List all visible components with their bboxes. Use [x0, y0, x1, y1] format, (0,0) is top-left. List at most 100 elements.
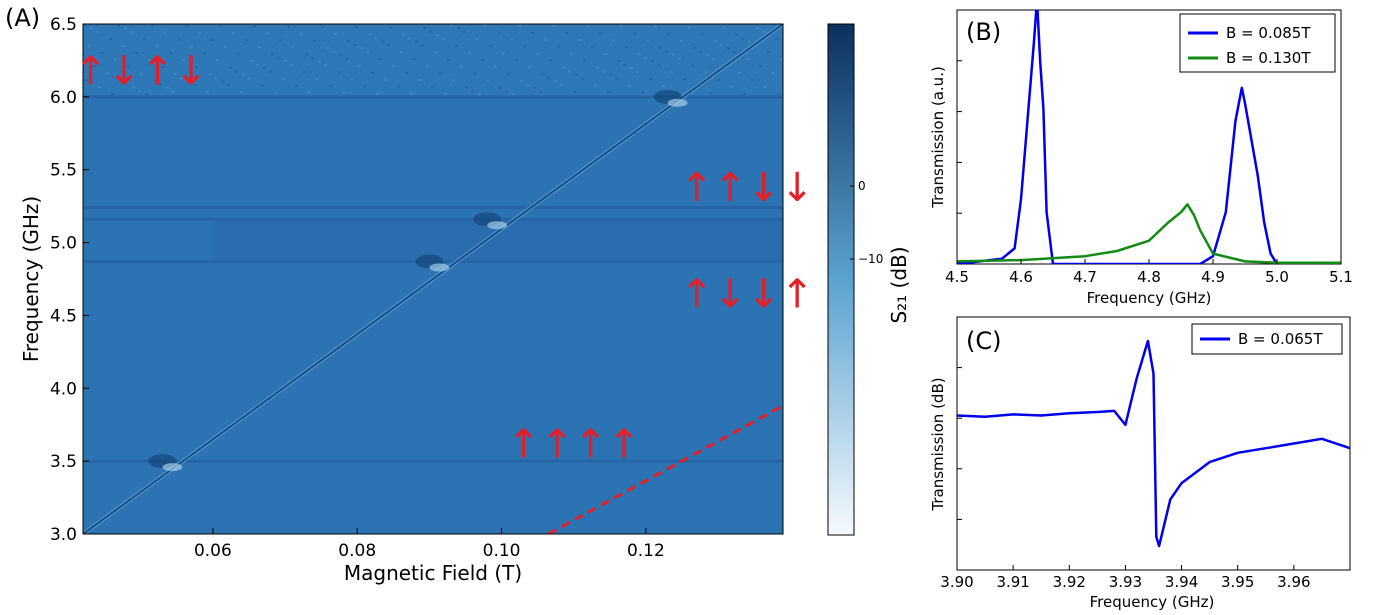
- noise-speckle: [562, 66, 565, 69]
- noise-speckle: [659, 46, 662, 49]
- noise-speckle: [484, 24, 487, 27]
- noise-speckle: [198, 31, 201, 34]
- noise-speckle: [261, 84, 264, 87]
- noise-speckle: [143, 38, 146, 41]
- noise-speckle: [746, 58, 749, 61]
- noise-speckle: [557, 45, 560, 48]
- noise-speckle: [405, 72, 408, 74]
- noise-speckle: [481, 58, 484, 61]
- panel-label-a: (A): [5, 4, 40, 32]
- noise-speckle: [242, 73, 245, 76]
- noise-speckle: [452, 79, 455, 82]
- noise-speckle: [311, 57, 314, 60]
- dispersive-feature-line: [83, 459, 783, 463]
- noise-speckle: [371, 71, 374, 74]
- noise-speckle: [429, 30, 432, 33]
- noise-speckle: [743, 92, 746, 95]
- noise-speckle: [132, 86, 135, 89]
- noise-speckle: [560, 84, 563, 87]
- noise-speckle: [612, 39, 615, 42]
- dispersive-feature-line: [83, 206, 783, 210]
- heatmap-frame: [82, 23, 784, 535]
- noise-speckle: [334, 33, 337, 35]
- noise-speckle: [667, 32, 670, 35]
- noise-speckle: [387, 44, 390, 47]
- noise-speckle: [258, 46, 261, 49]
- spin-label: ↑↓↓↑: [680, 272, 814, 318]
- noise-speckle: [313, 39, 316, 42]
- noise-speckle: [303, 71, 306, 74]
- noise-speckle: [578, 39, 581, 41]
- noise-speckle: [316, 78, 319, 81]
- panel-c-xtick-label: 3.95: [1221, 573, 1254, 591]
- noise-speckle: [442, 37, 445, 40]
- noise-speckle: [733, 51, 736, 54]
- noise-speckle: [741, 37, 744, 40]
- noise-speckle: [180, 77, 183, 79]
- noise-speckle: [636, 71, 639, 73]
- noise-speckle: [720, 44, 723, 47]
- noise-speckle: [148, 59, 151, 61]
- noise-speckle: [339, 53, 342, 56]
- noise-speckle: [324, 64, 327, 67]
- noise-speckle: [536, 52, 539, 55]
- noise-speckle: [712, 57, 715, 60]
- noise-speckle: [164, 31, 167, 34]
- heatmap-features: [83, 24, 783, 534]
- noise-speckle: [240, 91, 243, 94]
- noise-speckle: [596, 66, 599, 69]
- panel-c-xtick-label: 3.93: [1109, 573, 1142, 591]
- noise-speckle: [607, 91, 610, 94]
- panel-c-legend: B = 0.065T: [1191, 323, 1343, 355]
- noise-speckle: [161, 66, 164, 68]
- noise-speckle: [547, 77, 550, 80]
- anticrossing-highlight: [667, 98, 688, 107]
- heatmap-ytick-label: 4.5: [50, 306, 77, 326]
- panel-c-series: [957, 339, 1350, 548]
- noise-speckle: [263, 66, 266, 69]
- panel-c-xtick-label: 3.94: [1165, 573, 1198, 591]
- noise-speckle: [253, 25, 256, 28]
- noise-speckle: [722, 26, 725, 29]
- legend-label-b2: B = 0.130T: [1226, 49, 1311, 67]
- noise-speckle: [353, 44, 356, 46]
- panel-c-xtick-label: 3.92: [1053, 573, 1086, 591]
- noise-speckle: [644, 57, 647, 60]
- noise-speckle: [767, 51, 770, 54]
- anticrossing-highlight: [162, 463, 183, 472]
- noise-speckle: [321, 26, 324, 28]
- noise-speckle: [486, 79, 489, 82]
- noise-speckle: [269, 70, 272, 73]
- noise-speckle: [101, 51, 104, 54]
- noise-speckle: [358, 64, 361, 67]
- panel-label-b: (B): [966, 18, 1001, 46]
- heatmap-ytick-label: 6.0: [50, 88, 77, 108]
- noise-speckle: [583, 59, 586, 62]
- heatmap-xtick-label: 0.06: [194, 541, 232, 561]
- noise-speckle: [471, 90, 474, 93]
- noise-speckle: [657, 64, 660, 67]
- anticrossing-highlight: [487, 221, 508, 230]
- noise-speckle: [237, 52, 240, 55]
- noise-speckle: [512, 93, 515, 96]
- panel-c-xtick-label: 3.91: [996, 573, 1029, 591]
- noise-speckle: [290, 64, 293, 67]
- noise-speckle: [646, 39, 649, 42]
- heatmap-ytick-label: 4.0: [50, 379, 77, 399]
- noise-speckle: [699, 50, 702, 53]
- noise-speckle: [83, 24, 86, 26]
- noise-speckle: [229, 66, 232, 69]
- noise-speckle: [368, 33, 371, 36]
- noise-speckle: [426, 65, 429, 68]
- colorbar-tick-label-10: −10: [858, 252, 883, 266]
- noise-speckle: [274, 91, 277, 94]
- noise-speckle: [211, 38, 214, 41]
- noise-speckle: [591, 46, 594, 48]
- noise-speckle: [468, 51, 471, 54]
- noise-speckle: [117, 24, 120, 27]
- noise-speckle: [439, 72, 442, 75]
- panel-b-xtick-label: 4.6: [1009, 268, 1033, 286]
- noise-speckle: [227, 84, 230, 87]
- series-b-1: [957, 10, 1341, 264]
- noise-speckle: [111, 93, 114, 96]
